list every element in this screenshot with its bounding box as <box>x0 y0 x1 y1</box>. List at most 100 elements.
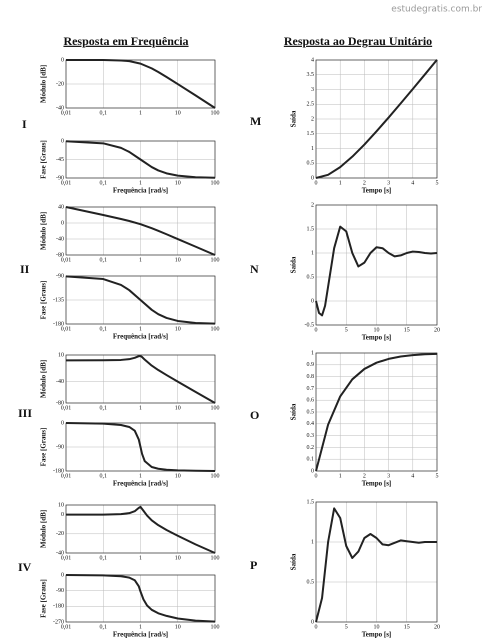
line <box>315 59 438 179</box>
y-tick-label: -180 <box>53 321 64 327</box>
y-tick-label: 0.7 <box>307 386 315 392</box>
line <box>65 355 216 404</box>
y-axis-label: Saída <box>290 553 298 570</box>
x-tick-label: 5 <box>345 327 348 333</box>
y-tick-label: 1 <box>311 146 314 152</box>
x-axis-label: Frequência [rad/s] <box>113 187 168 195</box>
y-tick-label: -40 <box>56 550 64 556</box>
x-tick-label: 100 <box>211 180 220 186</box>
plot-frame <box>315 204 438 326</box>
y-tick-label: 2.5 <box>307 102 315 108</box>
y-tick-label: 0.6 <box>307 398 315 404</box>
y-tick-label: 0.3 <box>307 433 315 439</box>
y-tick-label: 10 <box>58 352 64 358</box>
y-tick-label: 1 <box>311 350 314 356</box>
row-label: II <box>20 262 30 276</box>
y-axis-label: Saída <box>290 110 298 127</box>
x-tick-label: 0,01 <box>61 473 72 479</box>
x-tick-label: 10 <box>175 473 181 479</box>
x-axis-label: Tempo [s] <box>362 187 392 195</box>
y-tick-label: 1.5 <box>307 499 315 505</box>
plot-frame <box>65 504 216 554</box>
line <box>315 352 438 472</box>
y-axis-label: Fase [Graus] <box>40 428 48 467</box>
x-tick-label: 1 <box>139 555 142 561</box>
x-tick-label: 3 <box>387 180 390 186</box>
y-tick-label: -180 <box>53 468 64 474</box>
x-tick-label: 5 <box>436 180 439 186</box>
x-tick-label: 0,1 <box>100 405 108 411</box>
x-axis-label: Frequência [rad/s] <box>113 631 168 639</box>
x-tick-label: 3 <box>387 473 390 479</box>
y-tick-label: 0 <box>311 298 314 304</box>
y-tick-label: -135 <box>53 297 64 303</box>
x-tick-label: 10 <box>175 257 181 263</box>
y-tick-label: -90 <box>56 444 64 450</box>
row-label: IV <box>18 560 32 574</box>
x-tick-label: 10 <box>374 327 380 333</box>
y-tick-label: 0 <box>61 512 64 518</box>
x-tick-label: 0 <box>315 327 318 333</box>
x-tick-label: 0,1 <box>100 180 108 186</box>
line <box>315 225 438 317</box>
y-tick-label: -270 <box>53 619 64 625</box>
line <box>65 275 216 325</box>
x-tick-label: 1 <box>339 180 342 186</box>
plot-frame <box>65 422 216 472</box>
step-label: M <box>250 114 261 128</box>
x-tick-label: 0,01 <box>61 257 72 263</box>
y-axis-label: Módulo [dB] <box>40 510 48 548</box>
x-tick-label: 100 <box>211 405 220 411</box>
y-tick-label: 0.5 <box>307 161 315 167</box>
y-axis-label: Módulo [dB] <box>40 360 48 398</box>
y-tick-label: -90 <box>56 175 64 181</box>
plot-frame <box>65 354 216 404</box>
y-tick-label: 0.1 <box>307 457 315 463</box>
x-tick-label: 10 <box>175 326 181 332</box>
step-label: N <box>250 262 259 276</box>
y-tick-label: 0 <box>61 220 64 226</box>
y-tick-label: 0 <box>61 420 64 426</box>
x-tick-label: 0,1 <box>100 624 108 630</box>
plot-frame <box>65 59 216 109</box>
x-tick-label: 100 <box>211 624 220 630</box>
x-tick-label: 10 <box>175 180 181 186</box>
x-tick-label: 1 <box>139 624 142 630</box>
x-tick-label: 0,01 <box>61 110 72 116</box>
x-tick-label: 0,01 <box>61 555 72 561</box>
plot-frame <box>315 501 438 623</box>
y-tick-label: -80 <box>56 400 64 406</box>
plot-frame <box>315 352 438 472</box>
x-axis-label: Tempo [s] <box>362 334 392 342</box>
y-tick-label: 3 <box>311 87 314 93</box>
x-tick-label: 0,01 <box>61 326 72 332</box>
y-tick-label: -80 <box>56 252 64 258</box>
x-tick-label: 0 <box>315 180 318 186</box>
x-tick-label: 10 <box>175 110 181 116</box>
y-tick-label: 4 <box>311 57 314 63</box>
y-tick-label: 2 <box>311 116 314 122</box>
x-tick-label: 0,1 <box>100 473 108 479</box>
x-tick-label: 0,1 <box>100 326 108 332</box>
x-tick-label: 0 <box>315 473 318 479</box>
x-axis-label: Tempo [s] <box>362 631 392 639</box>
y-tick-label: 0 <box>311 175 314 181</box>
x-tick-label: 1 <box>339 473 342 479</box>
y-tick-label: 40 <box>58 204 64 210</box>
x-tick-label: 100 <box>211 110 220 116</box>
y-tick-label: 0.8 <box>307 374 315 380</box>
y-tick-label: -0.5 <box>305 322 315 328</box>
y-tick-label: -90 <box>56 273 64 279</box>
plot-frame <box>315 59 438 179</box>
y-tick-label: 1.5 <box>307 226 315 232</box>
y-axis-label: Módulo [dB] <box>40 212 48 250</box>
y-tick-label: 0.9 <box>307 362 315 368</box>
row-label: III <box>18 406 32 420</box>
x-axis-label: Frequência [rad/s] <box>113 333 168 341</box>
y-tick-label: -45 <box>56 157 64 163</box>
y-tick-label: 0.4 <box>307 421 315 427</box>
plot-frame <box>65 574 216 623</box>
y-tick-label: -40 <box>56 379 64 385</box>
line <box>65 206 216 256</box>
row-label: I <box>22 117 27 131</box>
